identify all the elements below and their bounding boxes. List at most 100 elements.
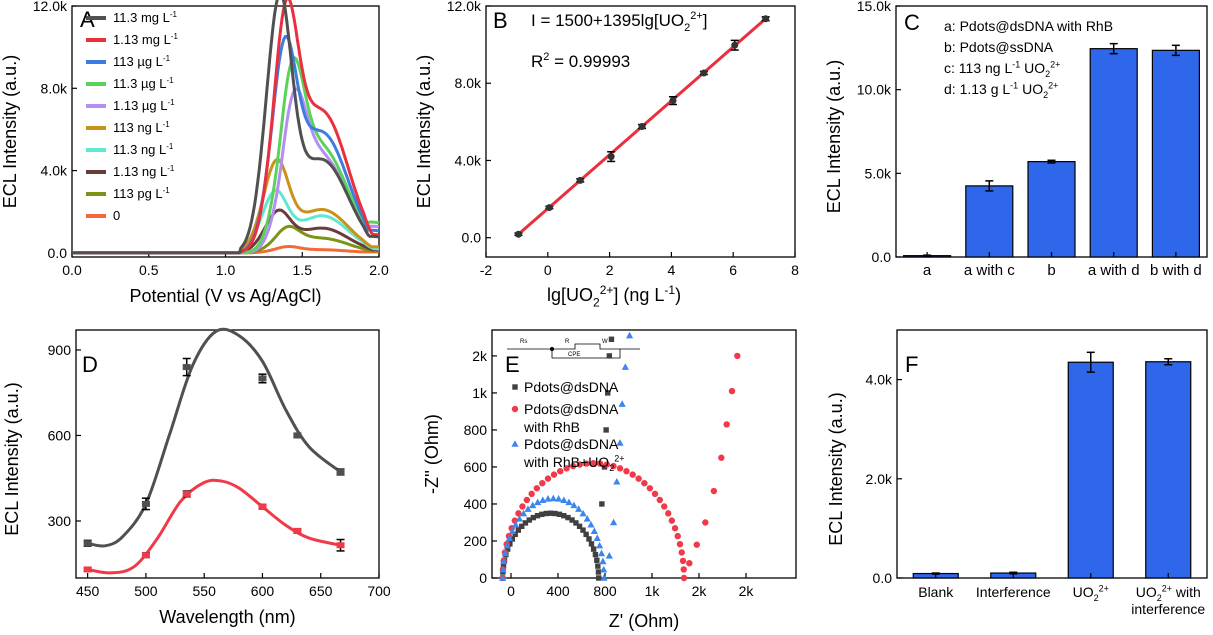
panel-e-point	[594, 557, 600, 563]
panel-b-xlabel-part: lg[UO	[547, 285, 593, 305]
panel-e-circuit-node	[550, 347, 554, 351]
panel-c-legend-line-part: 2	[1043, 90, 1048, 100]
panel-d-point	[83, 540, 92, 547]
panel-e-point	[610, 462, 617, 470]
panel-c-letter: C	[904, 10, 920, 35]
panel-e-point	[579, 509, 587, 517]
panel-e-ylabel: -Z'' (Ohm)	[422, 414, 442, 494]
panel-e-point	[590, 527, 598, 535]
panel-e-point	[500, 563, 507, 569]
panel-e-point	[547, 510, 554, 516]
panel-c-legend-line-part: c: 113 ng L	[944, 60, 1012, 76]
panel-e-legend-label-part: with RhB	[523, 419, 580, 435]
panel-c-x-tick-label: b	[1047, 262, 1055, 279]
panel-f-x-tick-label-part: Interference	[976, 584, 1051, 600]
panel-e-point	[718, 454, 725, 461]
panel-a-legend-label-part: -1	[167, 76, 175, 85]
panel-e-point	[504, 546, 511, 552]
panel-b-point	[545, 204, 553, 212]
panel-c-legend-line-part: -1	[1010, 80, 1018, 90]
panel-e-point	[576, 523, 583, 530]
panel-e-point	[583, 515, 591, 522]
panel-c-legend-line: a: Pdots@dsDNA with RhB	[944, 18, 1113, 34]
panel-d-series-line	[87, 478, 341, 575]
panel-a-x-tick-label: 0.0	[62, 262, 82, 278]
panel-e-point	[501, 549, 509, 557]
panel-b-xlabel: lg[UO2​2+​] (ng L-1​)	[547, 283, 681, 310]
panel-e-point	[595, 563, 601, 569]
panel-c-x-tick-label: a with d	[1088, 262, 1140, 279]
panel-e: 0 200 400 600 800 1k 2k 0 400 800 1k 2k 2k Z' (Ohm) -Z…	[422, 329, 797, 631]
panel-b: 0.0 4.0k 8.0k 12.0k -2 0 2 4 6 8 ECL Intensity (a.…	[414, 0, 799, 309]
panel-b-x-tick-label: 0	[544, 262, 552, 278]
panel-e-point	[515, 515, 524, 522]
panel-a-legend-label: 113 pg L-1​	[113, 186, 170, 201]
panel-e-point	[668, 517, 676, 524]
panel-b-x-tick-label: -2	[480, 262, 493, 278]
panel-b-r2-part: = 0.99993	[549, 52, 630, 71]
panel-a-legend-label-part: 11.3 ng L	[113, 142, 166, 157]
panel-e-legend-label-part: 2	[609, 463, 614, 473]
panel-a-series-line	[72, 0, 380, 255]
panel-a-y-tick-label: 12.0k	[33, 0, 68, 14]
panel-e-point	[511, 405, 519, 413]
panel-b-point	[576, 176, 584, 184]
panel-b-equation-part: 2+	[690, 10, 703, 22]
panel-e-point	[499, 574, 507, 581]
panel-e-point	[599, 501, 605, 507]
panel-c-y-tick-label: 0.0	[872, 249, 892, 265]
panel-e-point	[560, 496, 568, 503]
panel-e-point	[511, 517, 519, 524]
panel-d-y-tick-label: 600	[48, 427, 72, 443]
panel-e-point	[596, 460, 604, 467]
panel-e-x-tick-label: 2k	[739, 583, 755, 599]
panel-c-legend-line-part: UO	[1018, 81, 1043, 97]
panel-a-legend-label-part: 11.3 µg L	[113, 76, 167, 91]
panel-c-x-tick-label: b with d	[1150, 262, 1202, 279]
panel-e-point	[544, 475, 552, 482]
panel-a-legend-label-part: -1	[167, 98, 175, 107]
panel-d-x-tick-label: 600	[251, 583, 275, 599]
panel-e-point	[519, 523, 525, 530]
panel-e-x-tick-label: 800	[593, 583, 617, 599]
panel-c-legend-line: d: 1.13 g L-1​ UO2​2+​	[944, 80, 1058, 100]
panel-e-point	[723, 421, 730, 428]
panel-c-bar	[965, 185, 1014, 258]
panel-e-point	[605, 390, 611, 396]
panel-e-point	[616, 439, 624, 446]
panel-d-point	[141, 500, 150, 507]
panel-e-point	[599, 557, 607, 565]
panel-e-point	[583, 531, 589, 538]
panel-e-point	[569, 462, 577, 470]
panel-e-point	[522, 520, 529, 526]
panel-e-point	[592, 551, 599, 558]
panel-b-point	[514, 230, 522, 238]
panel-b-r2-part: 2	[543, 51, 549, 63]
panel-d-point	[258, 503, 267, 510]
panel-f-x-tick-label-part: 2	[1157, 593, 1162, 603]
panel-e-point	[702, 519, 709, 526]
panel-e-point	[680, 566, 687, 573]
panel-c-legend-line-part: -1	[1012, 59, 1020, 69]
panel-c: 0.0 5.0k 10.0k 15.0k ECL Intensity (a.u.) Ca a…	[824, 0, 1208, 279]
panel-f-bar	[1145, 361, 1192, 579]
panel-e-point	[575, 505, 583, 512]
panel-d-point	[293, 432, 302, 439]
panel-d: 300 600 900 450 500 550 600 650 700 Wavelength (n…	[2, 327, 391, 627]
panel-d-point	[182, 490, 191, 497]
panel-e-point	[679, 557, 687, 565]
panel-d-series-line	[87, 327, 342, 548]
panel-b-point	[669, 97, 677, 105]
panel-a-legend-label-part: -1	[163, 120, 171, 129]
panel-e-point	[603, 427, 609, 433]
panel-e-point	[626, 331, 634, 339]
panel-e-point	[587, 520, 595, 528]
panel-e-point	[590, 460, 597, 467]
panel-a-y-tick-label: 0.0	[48, 245, 68, 261]
panel-e-point	[549, 494, 557, 502]
panel-f-ylabel: ECL Intensity (a.u.)	[826, 392, 846, 545]
panel-e-legend-label-part: 2+	[614, 453, 624, 463]
panel-c-legend-line-part: a: Pdots@dsDNA with RhB	[944, 18, 1113, 34]
panel-c-legend-line-part: 2+	[1050, 59, 1060, 69]
panel-e-point	[710, 487, 718, 495]
